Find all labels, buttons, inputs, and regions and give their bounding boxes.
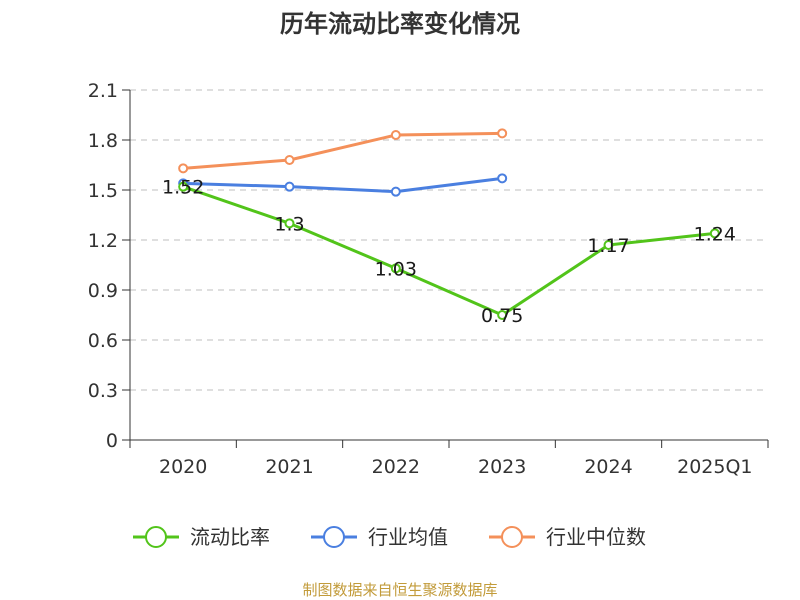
legend-label: 流动比率 <box>190 525 270 549</box>
data-point[interactable] <box>497 310 508 320</box>
y-tick-label: 1.8 <box>88 130 118 152</box>
series-line <box>183 131 503 170</box>
data-point[interactable] <box>178 163 189 174</box>
data-labels: 1.52 1.3 1.03 0.75 1.17 1.24 <box>162 177 736 327</box>
x-tick-label: 2025Q1 <box>677 456 752 478</box>
data-point[interactable] <box>178 181 189 192</box>
legend-label: 行业均值 <box>368 525 448 549</box>
series-lines <box>178 128 720 320</box>
data-point[interactable] <box>284 155 295 165</box>
y-tick-label: 0.3 <box>88 380 118 402</box>
legend-label: 行业中位数 <box>546 525 646 549</box>
legend-item[interactable]: 流动比率 <box>133 525 270 549</box>
y-tick-label: 1.5 <box>88 180 118 202</box>
data-point[interactable] <box>284 218 295 229</box>
y-tick-label: 0 <box>106 430 118 452</box>
legend-item[interactable]: 行业均值 <box>311 525 448 549</box>
x-tick-label: 2023 <box>478 456 526 478</box>
data-point[interactable] <box>390 263 401 274</box>
series-line <box>182 185 715 317</box>
x-tick-label: 2021 <box>265 456 313 478</box>
data-label: 1.3 <box>274 213 304 235</box>
data-point[interactable] <box>497 128 508 139</box>
data-point[interactable] <box>497 173 508 184</box>
y-tick-label: 2.1 <box>88 80 118 102</box>
data-point[interactable] <box>390 186 401 197</box>
data-label: 1.24 <box>694 223 736 245</box>
y-tick-label: 0.9 <box>88 280 118 302</box>
x-tick-label: 2020 <box>159 456 207 478</box>
legend-swatch-marker <box>323 526 345 548</box>
data-label: 0.75 <box>481 305 523 327</box>
y-tick-label: 0.6 <box>88 330 118 352</box>
legend-swatch-marker <box>501 526 523 548</box>
y-tick-label: 1.2 <box>88 230 118 252</box>
x-tick-label: 2022 <box>372 456 420 478</box>
data-label: 1.03 <box>375 258 417 280</box>
data-label: 1.52 <box>162 177 204 199</box>
axes: 0 0.3 0.6 0.9 1.2 1.5 1.8 2.1 2020 2021 2022 2023 20… <box>88 80 769 478</box>
data-label: 1.17 <box>587 235 629 257</box>
data-point[interactable] <box>284 181 295 192</box>
legend-swatch-marker <box>145 526 167 548</box>
data-point[interactable] <box>603 240 614 250</box>
series-line <box>183 176 503 194</box>
data-point[interactable] <box>390 130 401 140</box>
x-tick-label: 2024 <box>584 456 632 478</box>
legend[interactable]: 流动比率 行业均值 行业中位数 <box>133 525 646 549</box>
chart-title: 历年流动比率变化情况 <box>280 10 520 38</box>
legend-item[interactable]: 行业中位数 <box>489 525 646 549</box>
data-point[interactable] <box>709 228 720 239</box>
source-note: 制图数据来自恒生聚源数据库 <box>302 581 497 599</box>
